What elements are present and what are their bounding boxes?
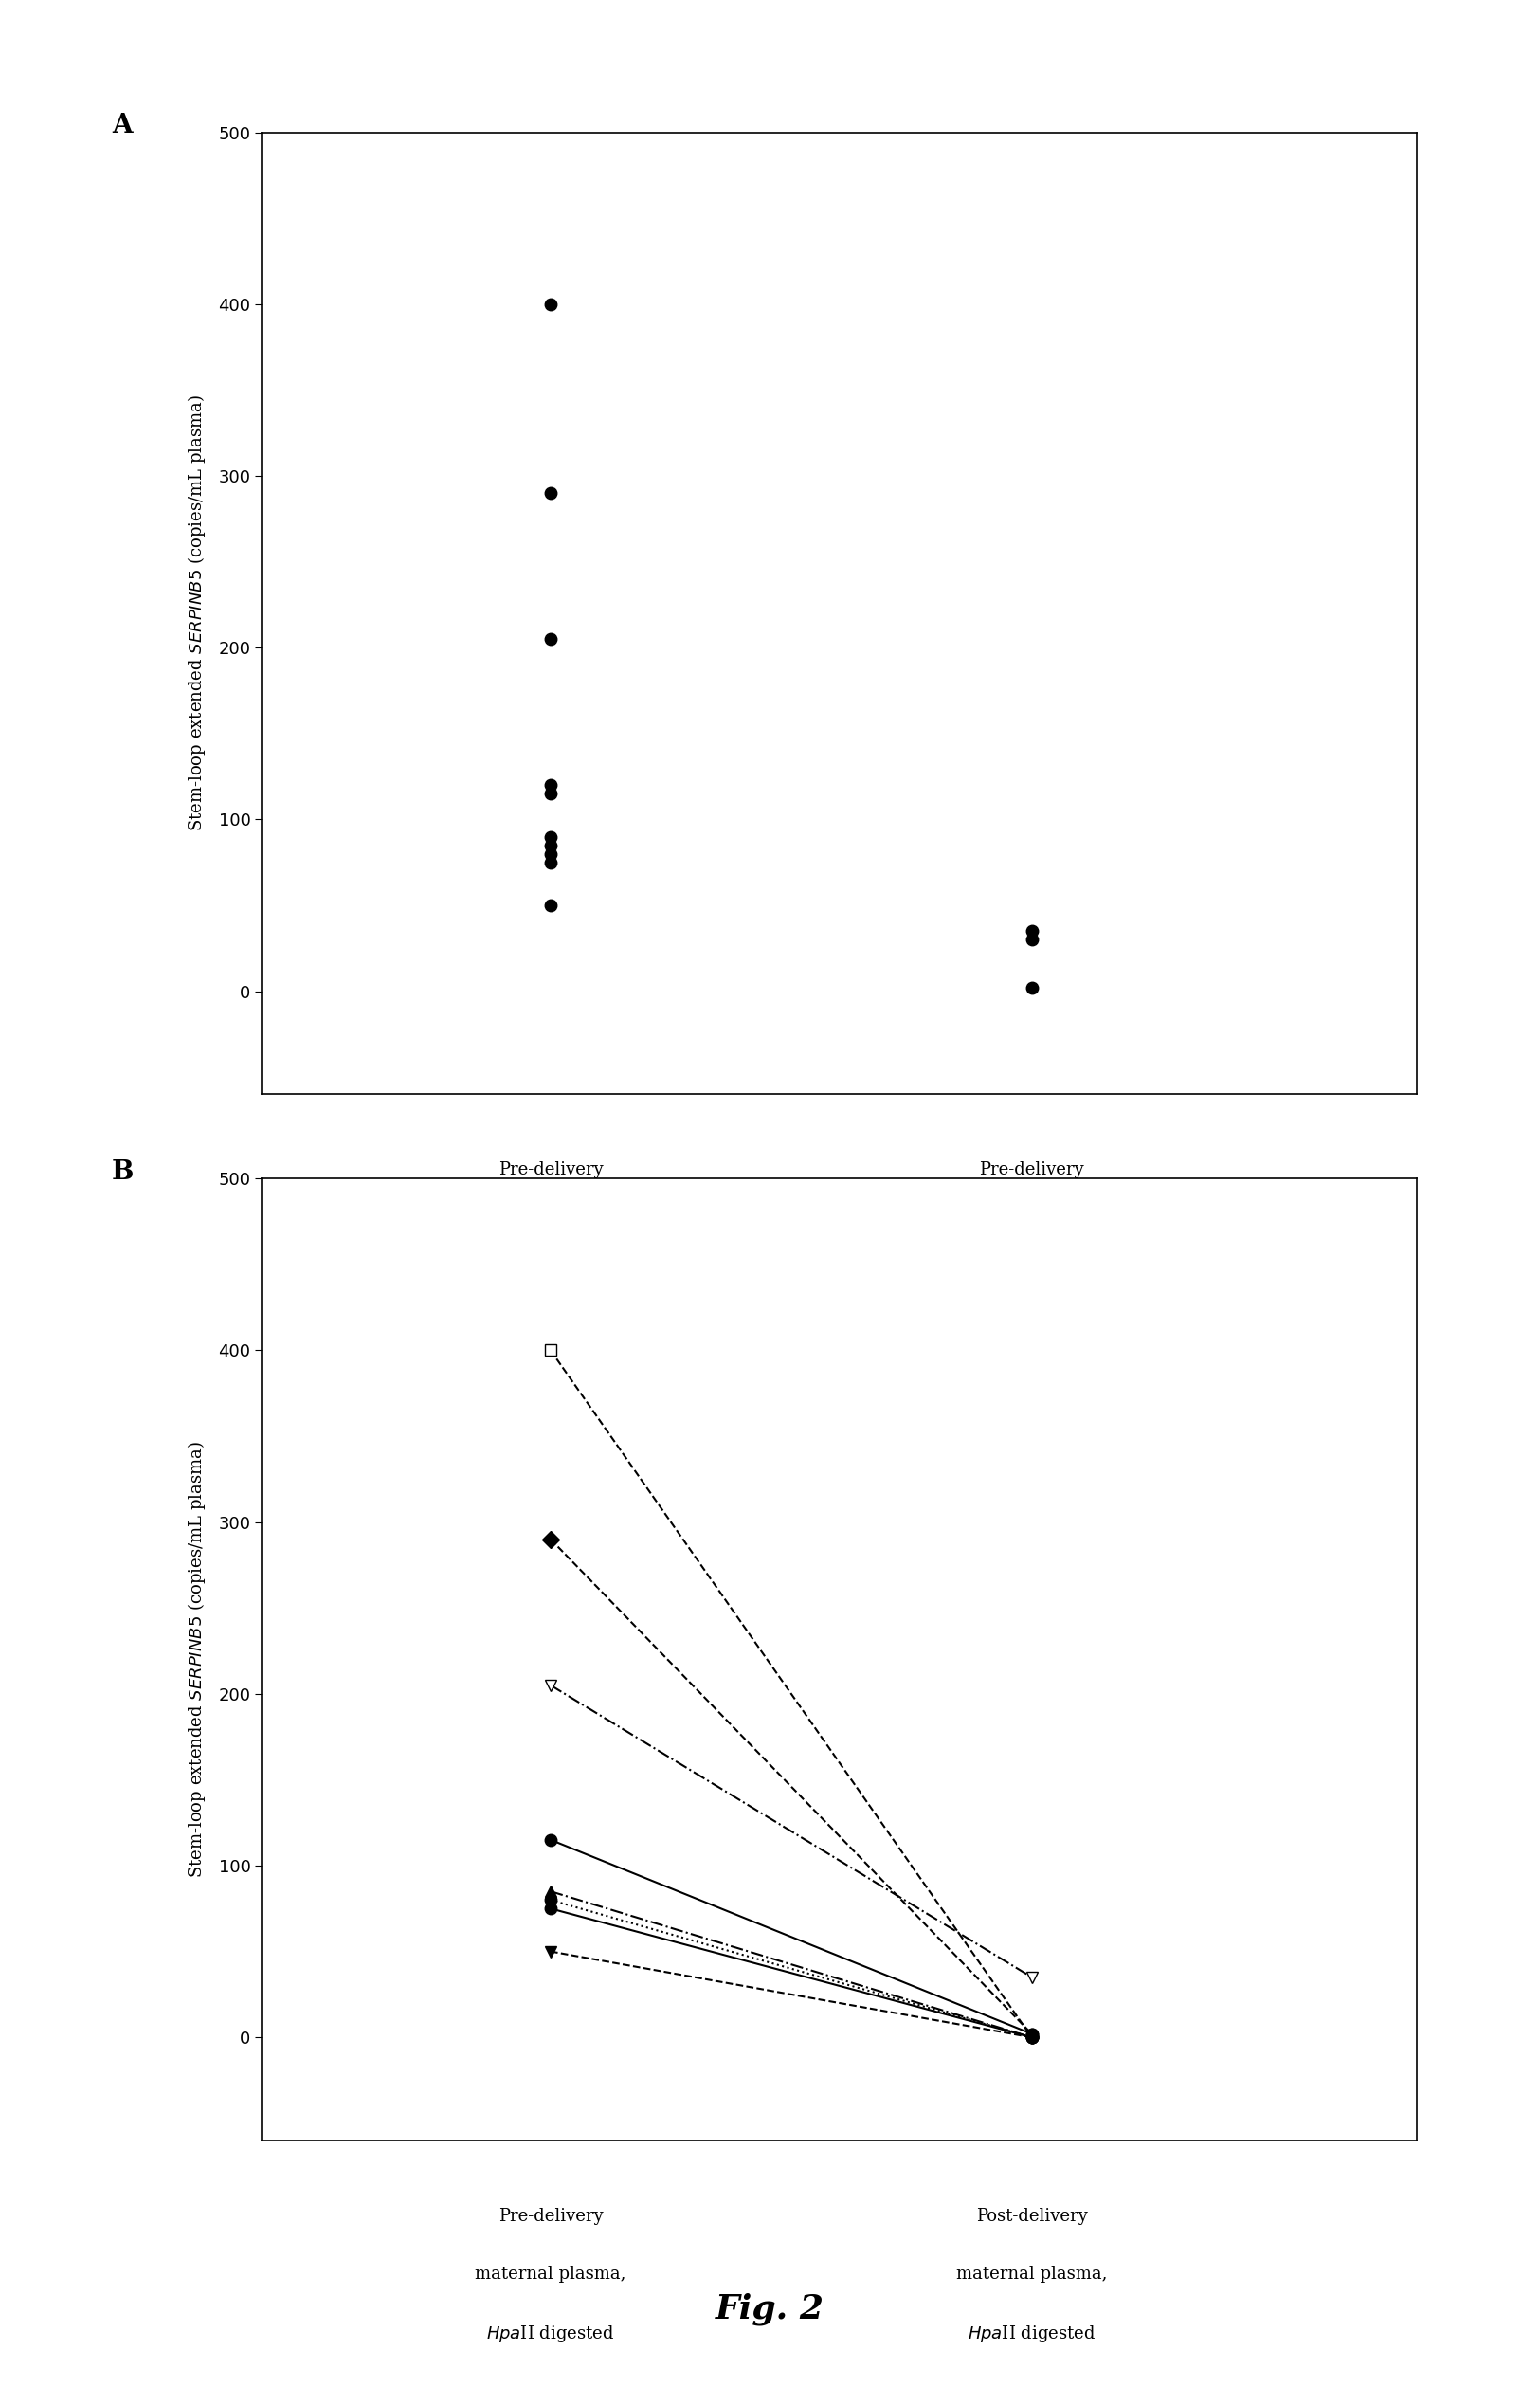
Y-axis label: Stem-loop extended $\it{SERPINB5}$ (copies/mL plasma): Stem-loop extended $\it{SERPINB5}$ (copi… bbox=[186, 1441, 208, 1878]
Text: maternal plasma,: maternal plasma, bbox=[956, 1219, 1107, 1236]
Text: B: B bbox=[112, 1159, 134, 1186]
Text: maternal plasma,: maternal plasma, bbox=[956, 2266, 1107, 2282]
Text: A: A bbox=[112, 113, 132, 139]
Text: Pre-delivery: Pre-delivery bbox=[497, 1162, 604, 1178]
Text: Pre-delivery: Pre-delivery bbox=[497, 2208, 604, 2225]
Text: $\it{Hpa}$II digested: $\it{Hpa}$II digested bbox=[967, 2323, 1096, 2345]
Text: Pre-delivery: Pre-delivery bbox=[979, 1162, 1084, 1178]
Text: maternal plasma,: maternal plasma, bbox=[474, 1219, 627, 1236]
Y-axis label: Stem-loop extended $\it{SERPINB5}$ (copies/mL plasma): Stem-loop extended $\it{SERPINB5}$ (copi… bbox=[186, 394, 208, 832]
Text: Fig. 2: Fig. 2 bbox=[716, 2292, 824, 2326]
Text: Post-delivery: Post-delivery bbox=[976, 2208, 1087, 2225]
Text: $\it{Hpa}$II digested: $\it{Hpa}$II digested bbox=[487, 2323, 614, 2345]
Text: undigested: undigested bbox=[984, 1277, 1080, 1294]
Text: maternal plasma,: maternal plasma, bbox=[474, 2266, 627, 2282]
Text: $\it{Hpa}$II digested: $\it{Hpa}$II digested bbox=[487, 1277, 614, 1299]
